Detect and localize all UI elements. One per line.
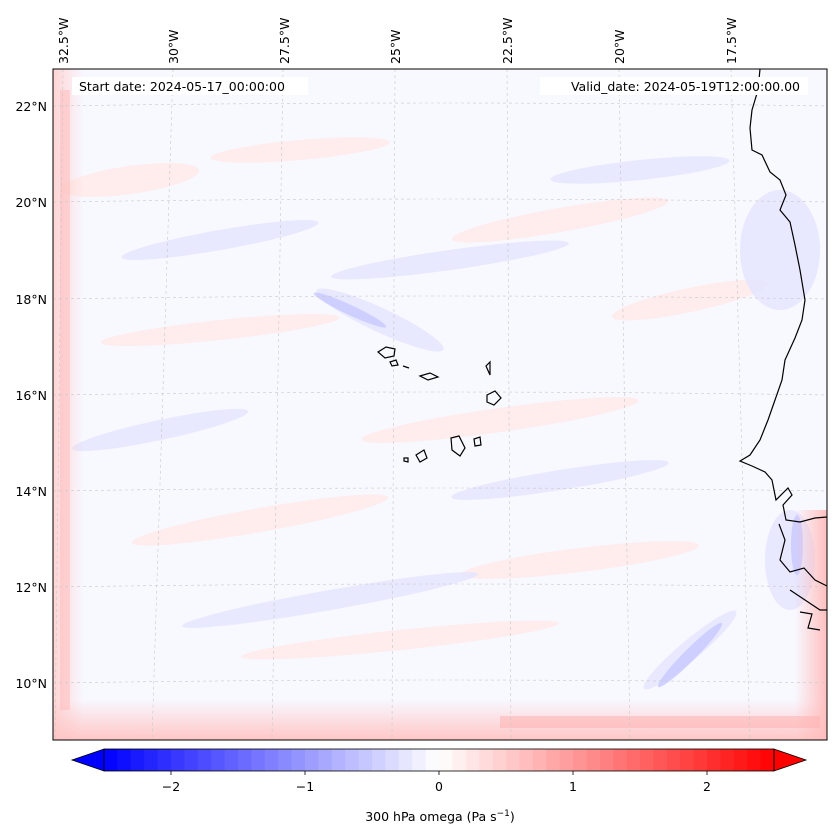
lat-label: 12°N — [15, 580, 47, 595]
valid-date-box — [540, 77, 808, 95]
colorbar-band — [586, 749, 601, 771]
colorbar-band — [358, 749, 373, 771]
longitude-labels: 32.5°W 30°W 27.5°W 25°W 22.5°W 20°W 17.5… — [56, 18, 739, 64]
lon-label: 20°W — [612, 29, 627, 64]
colorbar-band — [264, 749, 279, 771]
colorbar-band — [278, 749, 293, 771]
colorbar-band — [117, 749, 132, 771]
map-panel[interactable]: Start date: 2024-05-17_00:00:00 Valid_da… — [52, 68, 828, 741]
colorbar-band — [238, 749, 252, 771]
colorbar-band — [506, 749, 520, 771]
map-frame — [52, 68, 828, 741]
colorbar-band — [425, 749, 440, 771]
colorbar-band — [492, 749, 507, 771]
colorbar-band — [144, 749, 159, 771]
colorbar-label: 300 hPa omega (Pa s−1) — [365, 809, 515, 824]
lon-label: 22.5°W — [500, 18, 515, 64]
colorbar-tick: 2 — [703, 779, 711, 794]
colorbar-band — [680, 749, 695, 771]
colorbar-band — [184, 749, 199, 771]
colorbar-band — [398, 749, 413, 771]
colorbar-band — [372, 749, 386, 771]
colorbar-band — [479, 749, 494, 771]
colorbar-band — [385, 749, 400, 771]
start-date-label: Start date: 2024-05-17_00:00:00 — [79, 79, 285, 94]
colorbar-tick: 1 — [569, 779, 577, 794]
colorbar-band — [331, 749, 346, 771]
cabo-verde-islands — [376, 346, 502, 463]
colorbar-tick: 0 — [435, 779, 443, 794]
colorbar-band — [626, 749, 641, 771]
colorbar-tickmarks — [170, 771, 708, 775]
lon-label: 17.5°W — [724, 18, 739, 64]
colorbar-extend-min — [70, 748, 105, 772]
omega-field — [53, 69, 827, 740]
lon-label: 32.5°W — [56, 18, 71, 64]
colorbar-band — [559, 749, 574, 771]
colorbar-band — [104, 749, 118, 771]
colorbar-band — [573, 749, 587, 771]
colorbar-band — [519, 749, 534, 771]
colorbar-band — [345, 749, 360, 771]
colorbar-label-close: ) — [510, 809, 515, 824]
lon-label: 30°W — [166, 29, 181, 64]
colorbar-band — [532, 749, 547, 771]
valid-date-label: Valid_date: 2024-05-19T12:00:00.00 — [571, 79, 800, 94]
colorbar-label-text: 300 hPa omega (Pa s — [365, 809, 496, 824]
lat-label: 20°N — [15, 195, 47, 210]
colorbar-band — [224, 749, 239, 771]
colorbar-tick: −1 — [296, 779, 314, 794]
colorbar-band — [760, 749, 775, 771]
colorbar-label-sup: −1 — [497, 809, 510, 819]
coastline-africa — [738, 69, 827, 631]
colorbar-band — [291, 749, 306, 771]
lat-label: 16°N — [15, 388, 47, 403]
colorbar-band — [640, 749, 654, 771]
colorbar-band — [130, 749, 145, 771]
colorbar-band — [412, 749, 427, 771]
colorbar-band — [666, 749, 681, 771]
colorbar-band — [452, 749, 467, 771]
lon-label: 27.5°W — [277, 18, 292, 64]
colorbar-band — [305, 749, 319, 771]
colorbar-band — [465, 749, 480, 771]
colorbar-band — [693, 749, 708, 771]
colorbar-band — [747, 749, 762, 771]
colorbar-band — [211, 749, 226, 771]
colorbar-band — [318, 749, 333, 771]
lon-label: 25°W — [388, 29, 403, 64]
colorbar-band — [599, 749, 614, 771]
lat-label: 10°N — [15, 676, 47, 691]
lat-label: 18°N — [15, 292, 47, 307]
colorbar: −2 −1 0 1 2 300 hPa omega (Pa s−1) — [70, 748, 808, 824]
colorbar-band — [707, 749, 721, 771]
colorbar-band — [733, 749, 748, 771]
colorbar-band — [653, 749, 668, 771]
colorbar-band — [546, 749, 561, 771]
lat-label: 14°N — [15, 484, 47, 499]
start-date-box — [72, 77, 308, 95]
colorbar-band — [720, 749, 735, 771]
gridlines — [53, 69, 827, 740]
colorbar-band — [439, 749, 453, 771]
colorbar-tick: −2 — [162, 779, 180, 794]
colorbar-band — [157, 749, 172, 771]
colorbar-extend-max — [773, 748, 808, 772]
colorbar-band — [613, 749, 628, 771]
colorbar-band — [171, 749, 185, 771]
colorbar-tick-labels: −2 −1 0 1 2 — [162, 779, 711, 794]
colorbar-band — [251, 749, 266, 771]
colorbar-bands — [104, 749, 775, 771]
colorbar-band — [197, 749, 212, 771]
latitude-labels: 22°N 20°N 18°N 16°N 14°N 12°N 10°N — [15, 99, 47, 691]
lat-label: 22°N — [15, 99, 47, 114]
